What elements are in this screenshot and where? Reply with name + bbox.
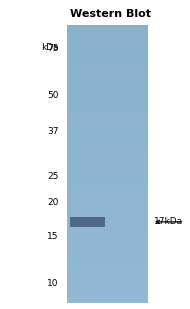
Text: 50: 50 [47,91,59,100]
Text: 10: 10 [47,279,59,288]
Text: 25: 25 [48,172,59,181]
Text: 15: 15 [47,232,59,241]
Text: kDa: kDa [41,43,59,53]
Text: 75: 75 [47,44,59,53]
Text: 37: 37 [47,127,59,136]
Text: 17kDa: 17kDa [154,218,183,226]
Text: Western Blot: Western Blot [70,9,151,19]
Text: 20: 20 [48,198,59,207]
